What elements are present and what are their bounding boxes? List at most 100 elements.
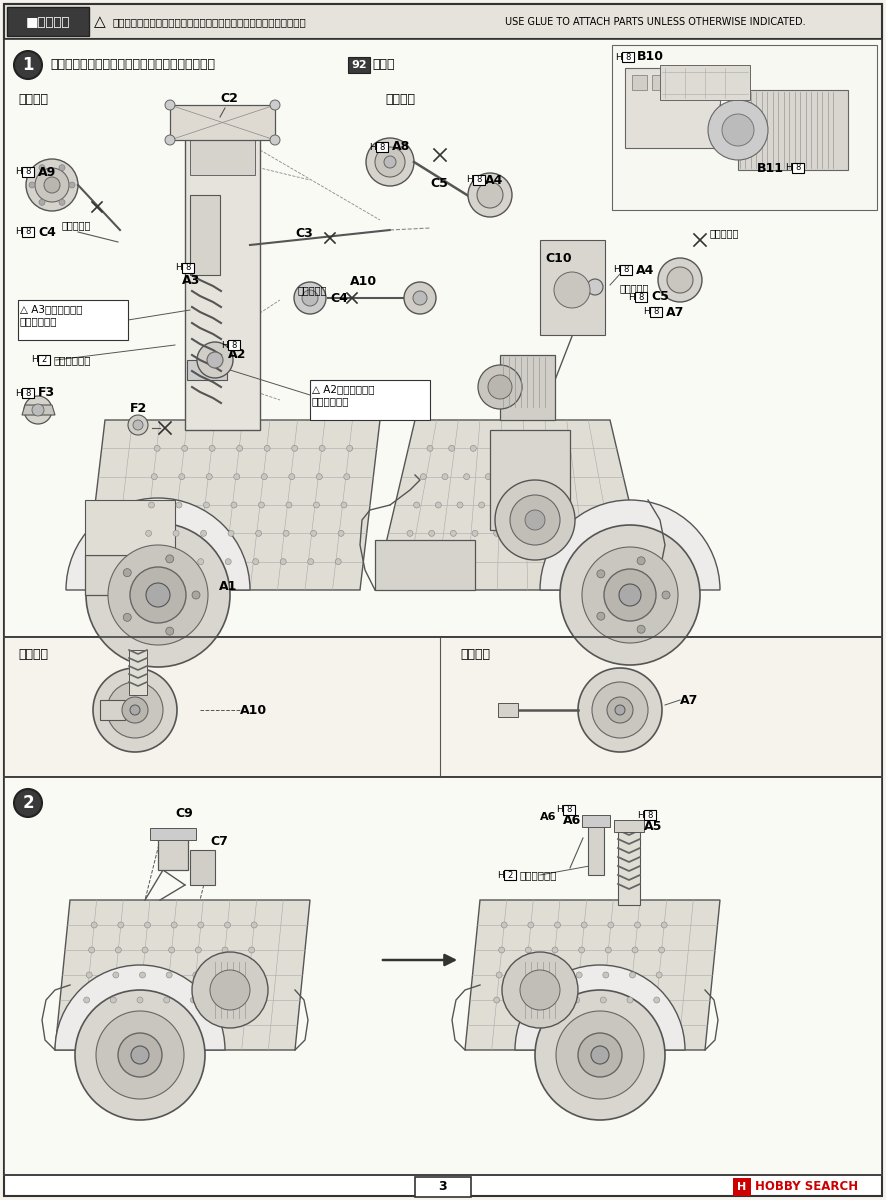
Circle shape bbox=[708, 100, 768, 160]
Circle shape bbox=[516, 530, 521, 536]
Circle shape bbox=[193, 972, 198, 978]
Circle shape bbox=[554, 272, 590, 308]
Circle shape bbox=[627, 997, 633, 1003]
Text: C3: C3 bbox=[295, 227, 313, 240]
Bar bbox=[738, 90, 848, 170]
Circle shape bbox=[302, 290, 318, 306]
Circle shape bbox=[550, 474, 556, 480]
Circle shape bbox=[556, 1010, 644, 1099]
Bar bbox=[588, 820, 604, 875]
Text: 【後側】: 【後側】 bbox=[460, 648, 490, 661]
Circle shape bbox=[597, 612, 605, 620]
Bar bbox=[190, 850, 215, 886]
Text: 組み立てには特に指示がある場合を除いて接着剤を使用して下さい。: 組み立てには特に指示がある場合を除いて接着剤を使用して下さい。 bbox=[113, 17, 307, 26]
Circle shape bbox=[225, 559, 231, 565]
Text: H: H bbox=[785, 163, 792, 173]
Circle shape bbox=[83, 997, 89, 1003]
Bar bbox=[185, 115, 260, 430]
Circle shape bbox=[472, 530, 478, 536]
Circle shape bbox=[170, 559, 176, 565]
Circle shape bbox=[249, 947, 254, 953]
Circle shape bbox=[307, 559, 314, 565]
Circle shape bbox=[143, 559, 149, 565]
Circle shape bbox=[404, 282, 436, 314]
Bar bbox=[22, 227, 34, 236]
Text: （無塗装）: （無塗装） bbox=[62, 220, 91, 230]
Circle shape bbox=[111, 997, 116, 1003]
Circle shape bbox=[164, 997, 169, 1003]
Bar bbox=[85, 554, 180, 595]
Bar bbox=[348, 56, 370, 73]
Text: HOBBY SEARCH: HOBBY SEARCH bbox=[755, 1181, 859, 1194]
Bar bbox=[158, 830, 188, 870]
Text: △ A3側に接着剤を: △ A3側に接着剤を bbox=[20, 304, 82, 314]
Text: 【前側】: 【前側】 bbox=[18, 92, 48, 106]
Circle shape bbox=[523, 972, 529, 978]
Circle shape bbox=[573, 997, 579, 1003]
Circle shape bbox=[601, 997, 606, 1003]
Text: 8: 8 bbox=[626, 53, 631, 61]
Circle shape bbox=[427, 445, 433, 451]
Text: H: H bbox=[556, 805, 563, 815]
Circle shape bbox=[220, 972, 226, 978]
Circle shape bbox=[384, 156, 396, 168]
Bar bbox=[190, 125, 255, 175]
Circle shape bbox=[261, 474, 268, 480]
Text: F2: F2 bbox=[130, 402, 147, 415]
Text: 【前側】: 【前側】 bbox=[18, 648, 48, 661]
Bar bbox=[190, 194, 220, 275]
Circle shape bbox=[413, 290, 427, 305]
Circle shape bbox=[525, 510, 545, 530]
Text: C5: C5 bbox=[430, 176, 448, 190]
Bar bbox=[632, 74, 647, 90]
Circle shape bbox=[632, 947, 638, 953]
Circle shape bbox=[658, 947, 664, 953]
Circle shape bbox=[535, 990, 665, 1120]
Circle shape bbox=[346, 445, 353, 451]
Circle shape bbox=[69, 182, 75, 188]
Wedge shape bbox=[515, 965, 685, 1050]
Text: 92: 92 bbox=[351, 60, 367, 70]
Circle shape bbox=[457, 502, 463, 508]
Circle shape bbox=[494, 530, 500, 536]
Circle shape bbox=[407, 530, 413, 536]
Circle shape bbox=[591, 1046, 609, 1064]
Circle shape bbox=[477, 182, 503, 208]
Circle shape bbox=[166, 554, 174, 563]
Circle shape bbox=[128, 415, 148, 434]
Text: C4: C4 bbox=[330, 292, 348, 305]
Text: H: H bbox=[222, 341, 228, 349]
Circle shape bbox=[190, 997, 197, 1003]
Circle shape bbox=[661, 922, 667, 928]
Circle shape bbox=[544, 502, 549, 508]
Circle shape bbox=[167, 972, 172, 978]
Circle shape bbox=[578, 668, 662, 752]
Circle shape bbox=[204, 502, 209, 508]
Bar bbox=[375, 540, 475, 590]
Circle shape bbox=[478, 502, 485, 508]
Text: 2: 2 bbox=[22, 794, 34, 812]
Circle shape bbox=[123, 613, 131, 622]
Bar bbox=[733, 1178, 751, 1196]
Text: 2: 2 bbox=[42, 355, 47, 365]
Text: A7: A7 bbox=[680, 694, 698, 707]
Circle shape bbox=[108, 545, 208, 646]
Circle shape bbox=[224, 922, 230, 928]
Circle shape bbox=[528, 922, 534, 928]
Circle shape bbox=[338, 530, 344, 536]
Circle shape bbox=[507, 474, 513, 480]
Text: （無塗装）: （無塗装） bbox=[710, 228, 740, 238]
Circle shape bbox=[24, 396, 52, 424]
Circle shape bbox=[341, 502, 347, 508]
Circle shape bbox=[115, 947, 121, 953]
Circle shape bbox=[179, 474, 185, 480]
Circle shape bbox=[207, 352, 223, 368]
Bar bbox=[672, 74, 687, 90]
Bar bbox=[187, 360, 227, 380]
Text: 1: 1 bbox=[22, 56, 34, 74]
Circle shape bbox=[39, 199, 45, 205]
Wedge shape bbox=[540, 500, 720, 590]
Text: 付けます。: 付けます。 bbox=[20, 316, 58, 326]
Text: 3: 3 bbox=[439, 1181, 447, 1194]
Text: 8: 8 bbox=[648, 810, 653, 820]
